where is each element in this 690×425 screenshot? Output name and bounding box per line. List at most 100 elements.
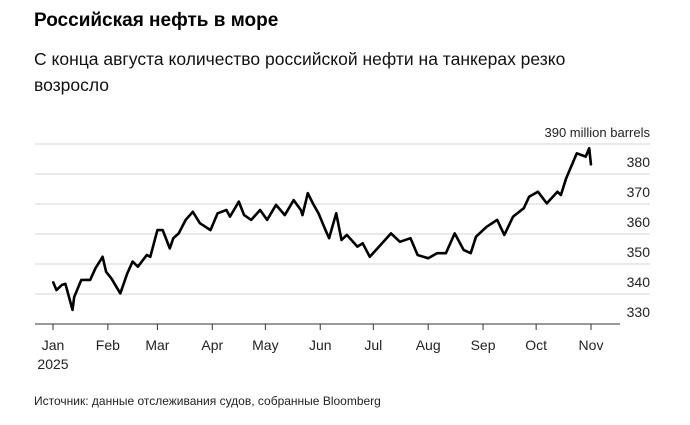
data-point [105, 271, 107, 273]
data-point [229, 215, 231, 218]
y-tick-label: 330 [627, 304, 651, 320]
data-point [565, 177, 568, 179]
data-point [416, 254, 419, 256]
data-point [503, 234, 506, 236]
x-tick-label: Apr [201, 337, 223, 353]
data-point [238, 200, 240, 203]
data-point [368, 255, 371, 258]
x-axis: Jan Feb Mar Apr May Jun Jul Aug Sep Oct Nov 2025 [35, 323, 620, 372]
data-point [243, 214, 245, 216]
y-tick-label: 370 [627, 184, 651, 200]
y-tick-label: 340 [627, 274, 651, 290]
data-point [149, 255, 152, 258]
x-tick-label: Mar [145, 337, 169, 353]
data-point [512, 215, 514, 218]
data-point [301, 214, 304, 216]
data-point [119, 292, 122, 295]
data-point [485, 226, 488, 228]
data-point [328, 237, 330, 239]
data-point [275, 204, 277, 206]
data-point [379, 244, 382, 246]
y-tick-label: 390 million barrels [545, 125, 651, 140]
data-point [584, 155, 587, 158]
data-point [556, 190, 559, 193]
x-tick-label: Aug [416, 337, 441, 353]
data-point [145, 254, 148, 256]
data-point [177, 232, 180, 235]
x-tick-label: Jul [364, 337, 382, 353]
data-point [55, 289, 58, 291]
x-tick-label: Sep [471, 337, 496, 353]
data-point [324, 229, 327, 231]
data-point [356, 245, 359, 248]
x-tick-label: May [252, 337, 278, 353]
data-point [299, 209, 302, 211]
data-point [453, 232, 456, 235]
data-point [399, 241, 401, 243]
data-point [361, 242, 364, 245]
data-point [52, 280, 54, 283]
data-point [409, 237, 412, 239]
data-point [427, 257, 429, 260]
data-points [52, 147, 592, 311]
data-point [588, 147, 591, 149]
data-point [292, 199, 295, 201]
y-tick-label: 380 [627, 154, 651, 170]
data-point [137, 265, 139, 268]
data-point [71, 309, 74, 311]
data-point [216, 212, 219, 215]
data-point [317, 212, 320, 215]
data-point [307, 192, 309, 194]
data-point [576, 152, 578, 155]
data-point [101, 255, 104, 258]
data-point [110, 277, 113, 280]
data-point [537, 190, 539, 193]
data-point [259, 209, 261, 211]
data-point [169, 247, 171, 250]
data-point [126, 272, 129, 275]
data-point [61, 284, 63, 286]
y-axis: 390 million barrels 380 370 360 350 340 330 [545, 125, 651, 320]
data-point [345, 234, 348, 236]
series-line [51, 146, 593, 312]
data-point [250, 219, 253, 221]
data-point [73, 296, 76, 298]
data-point [156, 229, 159, 231]
data-point [94, 267, 97, 270]
data-point [528, 196, 530, 198]
source-note: Источник: данные отслеживания судов, соб… [34, 394, 381, 408]
data-point [199, 222, 201, 224]
data-point [335, 212, 337, 215]
data-point [172, 237, 175, 239]
data-point [340, 239, 343, 241]
x-tick-label: Jun [309, 337, 332, 353]
data-point [225, 209, 228, 211]
data-point [161, 229, 164, 231]
x-tick-label: Oct [525, 337, 547, 353]
data-point [209, 229, 212, 231]
data-point [545, 202, 548, 205]
data-point [462, 249, 465, 251]
data-point [590, 164, 592, 166]
data-point [266, 219, 268, 221]
y-tick-label: 360 [627, 214, 651, 230]
data-point [469, 252, 472, 254]
data-point [445, 252, 447, 254]
data-point [312, 203, 314, 205]
data-point [390, 232, 392, 235]
y-tick-label: 350 [627, 244, 651, 260]
chart-title: Российская нефть в море [34, 10, 279, 31]
data-point [522, 207, 525, 209]
data-point [436, 252, 438, 254]
data-point [475, 235, 477, 238]
x-tick-label: Jan [42, 337, 65, 353]
data-point [192, 211, 194, 213]
data-point [131, 260, 134, 263]
chart-subtitle: С конца августа количество российской не… [34, 49, 566, 95]
data-point [89, 279, 91, 281]
data-point [80, 279, 83, 281]
x-tick-label: Feb [96, 337, 120, 353]
data-point [496, 219, 499, 221]
data-point [284, 214, 286, 216]
